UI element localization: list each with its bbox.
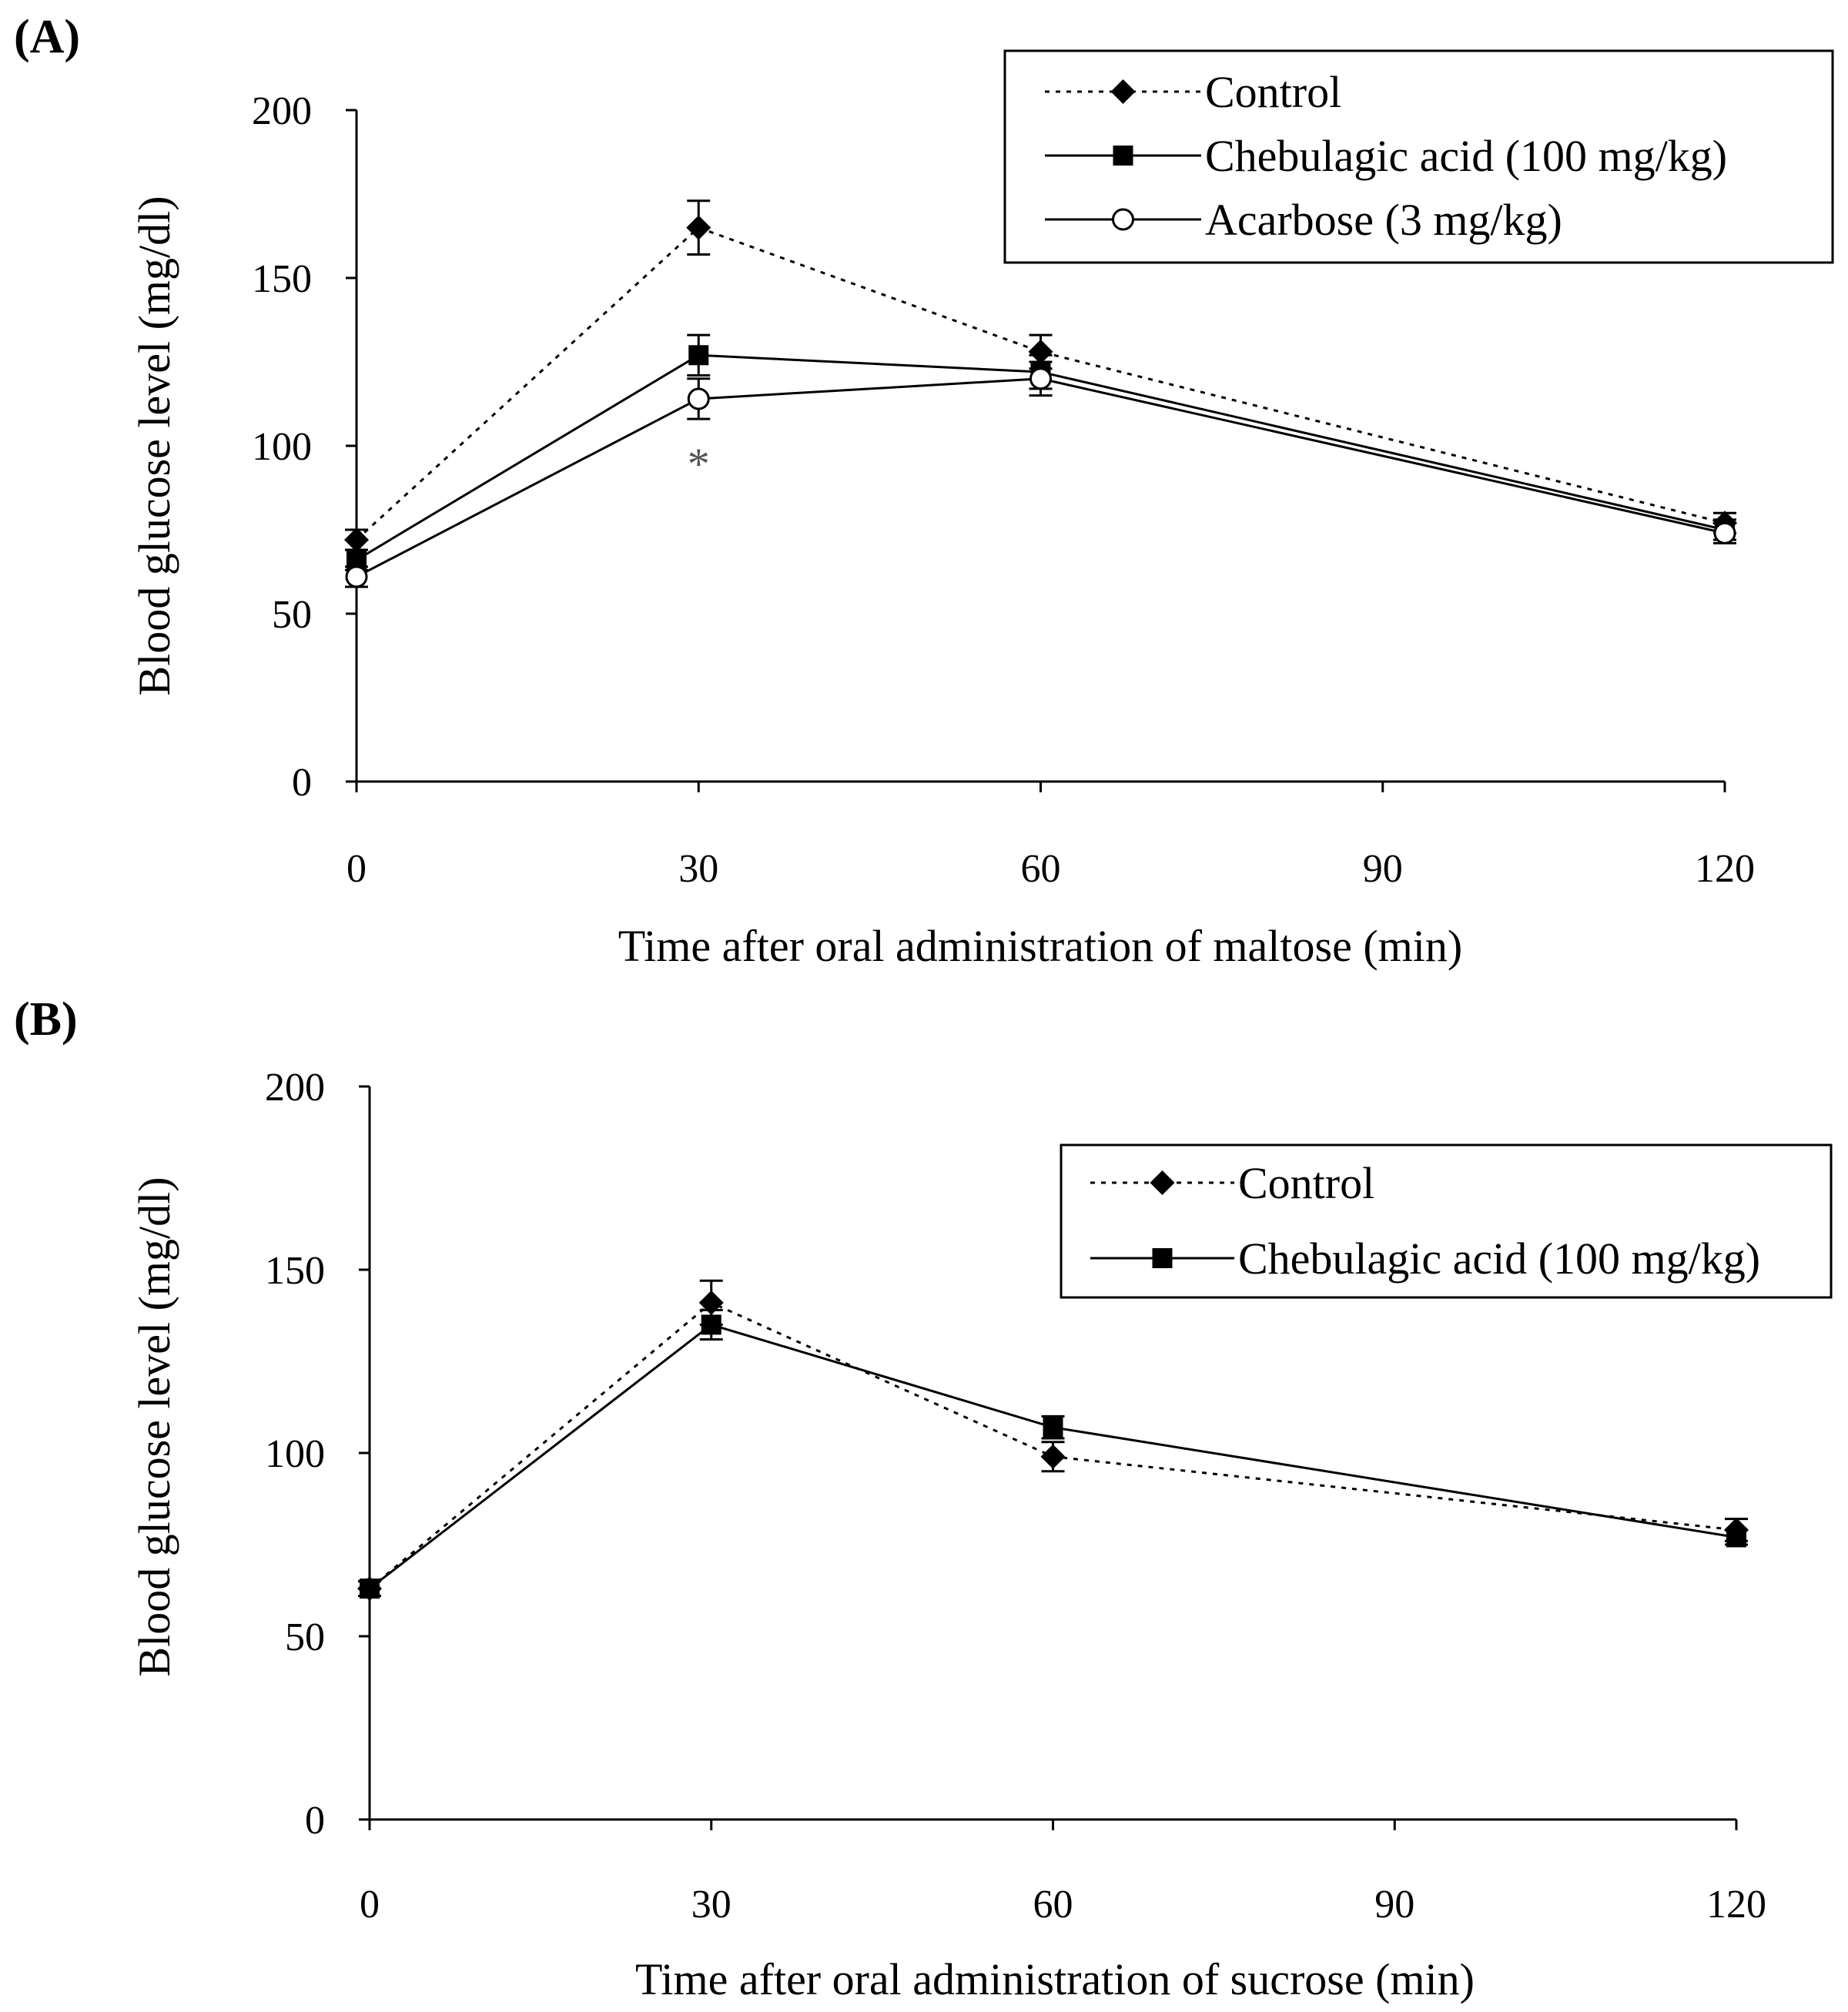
- data-point: [1043, 1417, 1063, 1438]
- data-point: [687, 387, 710, 410]
- y-tick-label: 100: [252, 425, 312, 469]
- y-tick-label: 100: [265, 1432, 325, 1476]
- data-point: [701, 1314, 721, 1335]
- x-tick-label: 60: [1021, 847, 1061, 891]
- legend-entry: Control: [1205, 67, 1341, 117]
- data-point: [1040, 1444, 1066, 1469]
- panel-label: (A): [14, 11, 80, 63]
- y-axis-title: Blood glucose level (mg/dl): [129, 1177, 179, 1676]
- series-0: [357, 1279, 1749, 1602]
- x-axis-title: Time after oral administration of sucros…: [635, 1954, 1475, 2004]
- data-point: [1028, 339, 1053, 364]
- data-point: [360, 1578, 380, 1599]
- x-tick-label: 60: [1033, 1883, 1073, 1927]
- significance-annotation: *: [688, 439, 710, 489]
- data-point: [344, 527, 369, 553]
- panel-label: (B): [14, 993, 78, 1046]
- x-tick-label: 0: [360, 1883, 380, 1927]
- data-point: [688, 345, 709, 366]
- data-point: [1726, 1527, 1746, 1548]
- x-tick-label: 0: [346, 847, 367, 891]
- y-tick-label: 200: [252, 89, 312, 133]
- legend-marker: [1150, 1170, 1175, 1195]
- chart-panel-0: (A) 0 50 100 150 200 0 30 60 90 120 Time after oral…: [14, 11, 1834, 971]
- x-axis-title: Time after oral administration of maltos…: [618, 921, 1462, 971]
- data-point: [345, 565, 368, 588]
- data-point: [686, 215, 711, 240]
- legend: Control Chebulagic acid (100 mg/kg) Acarbo…: [1003, 49, 1834, 264]
- data-point: [1713, 521, 1736, 544]
- y-tick-label: 0: [305, 1799, 325, 1843]
- x-tick-label: 30: [691, 1883, 732, 1927]
- series-1: [358, 1308, 1748, 1599]
- series-line: [369, 1323, 1737, 1590]
- y-tick-label: 50: [285, 1615, 325, 1659]
- chart-panel-1: (B) 0 50 100 150 200 0 30 60 90 120 Time after oral…: [14, 993, 1833, 2004]
- legend-entry: Control: [1238, 1158, 1374, 1208]
- y-tick-label: 50: [272, 593, 312, 637]
- x-tick-label: 90: [1374, 1883, 1414, 1927]
- x-tick-label: 30: [678, 847, 718, 891]
- legend-entry: Chebulagic acid (100 mg/kg): [1238, 1234, 1760, 1284]
- legend-marker: [1113, 146, 1133, 166]
- x-tick-label: 90: [1363, 847, 1403, 891]
- series-line: [356, 353, 1726, 561]
- data-point: [1029, 367, 1052, 390]
- data-point: [698, 1290, 724, 1315]
- legend: Control Chebulagic acid (100 mg/kg): [1060, 1143, 1833, 1299]
- x-tick-label: 120: [1706, 1883, 1766, 1927]
- y-tick-label: 150: [252, 257, 312, 301]
- legend-entry: Chebulagic acid (100 mg/kg): [1205, 131, 1727, 181]
- x-tick-label: 120: [1695, 847, 1755, 891]
- y-tick-label: 200: [265, 1066, 325, 1110]
- y-tick-label: 150: [265, 1249, 325, 1293]
- legend-marker: [1152, 1248, 1173, 1268]
- y-axis-title: Blood glucose level (mg/dl): [129, 196, 179, 695]
- legend-marker: [1110, 79, 1136, 104]
- y-tick-label: 0: [292, 761, 312, 805]
- legend-entry: Acarbose (3 mg/kg): [1205, 195, 1562, 245]
- series-2: [345, 360, 1736, 588]
- legend-marker: [1112, 208, 1134, 231]
- legend-box: [1060, 1143, 1833, 1299]
- series-line: [356, 377, 1726, 578]
